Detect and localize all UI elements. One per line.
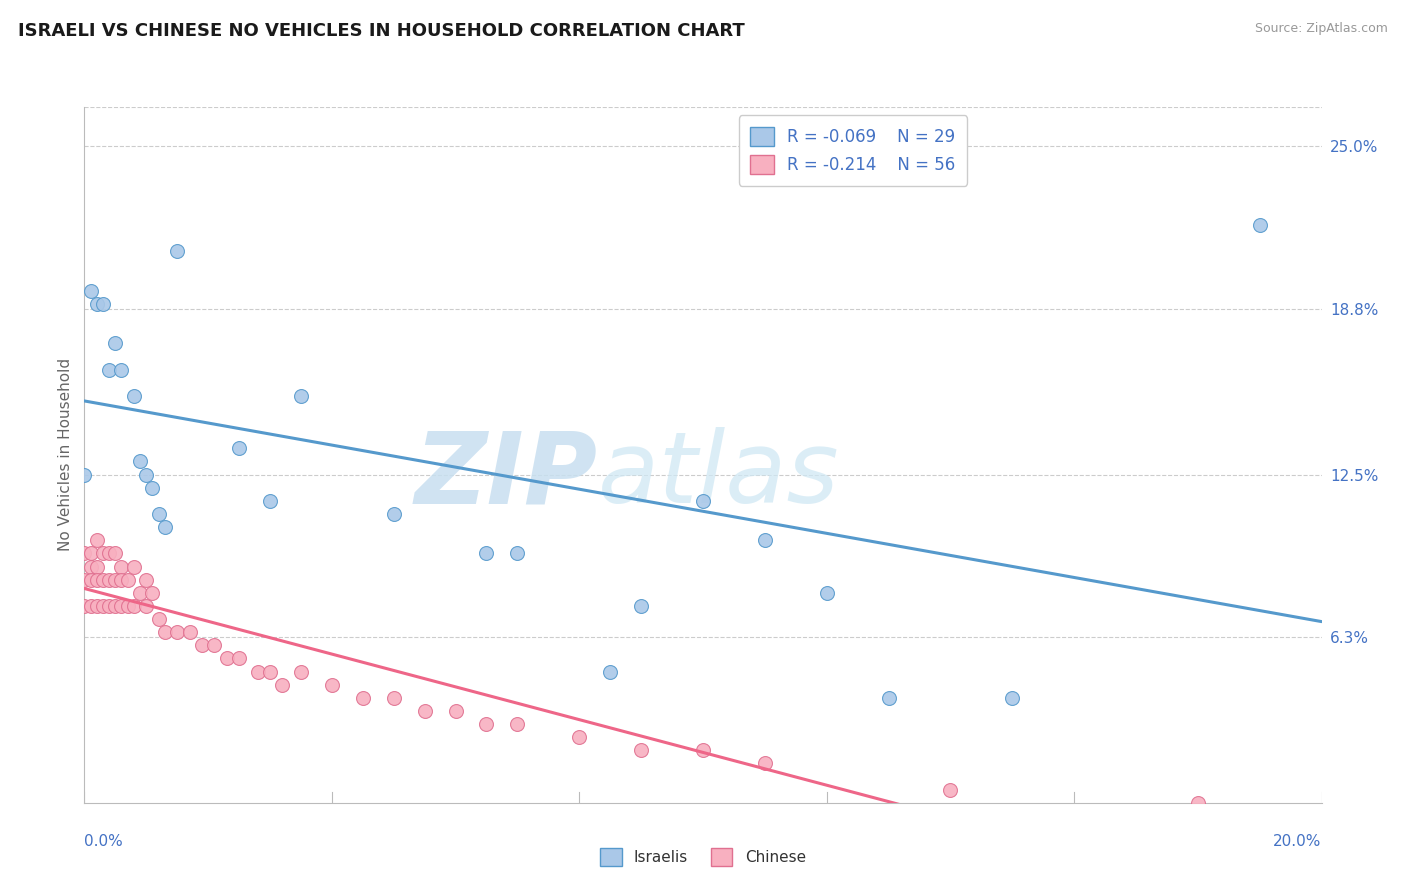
Point [110, 362, 132, 376]
Point [215, 651, 238, 665]
Point [630, 599, 652, 613]
Point [382, 507, 405, 521]
Point [246, 665, 269, 679]
Point [877, 690, 900, 705]
Point [110, 559, 132, 574]
Point [568, 730, 591, 744]
Point [129, 586, 152, 600]
Point [104, 546, 127, 560]
Point [815, 586, 838, 600]
Point [153, 520, 176, 534]
Point [141, 586, 163, 600]
Point [91, 599, 114, 613]
Point [73, 546, 96, 560]
Point [86, 533, 108, 548]
Y-axis label: No Vehicles in Household: No Vehicles in Household [58, 359, 73, 551]
Point [1249, 218, 1271, 232]
Point [86, 559, 108, 574]
Point [382, 690, 405, 705]
Point [79, 573, 101, 587]
Point [79, 546, 101, 560]
Point [754, 533, 776, 548]
Point [135, 573, 157, 587]
Point [444, 704, 467, 718]
Point [228, 442, 250, 456]
Point [271, 678, 294, 692]
Point [73, 599, 96, 613]
Point [122, 389, 145, 403]
Point [117, 599, 139, 613]
Point [104, 573, 127, 587]
Point [98, 599, 121, 613]
Point [1187, 796, 1209, 810]
Point [91, 573, 114, 587]
Point [506, 717, 529, 731]
Point [692, 494, 714, 508]
Legend: Israelis, Chinese: Israelis, Chinese [595, 842, 811, 871]
Text: atlas: atlas [598, 427, 839, 524]
Point [135, 467, 157, 482]
Point [86, 599, 108, 613]
Point [475, 717, 498, 731]
Text: 0.0%: 0.0% [84, 834, 124, 849]
Point [259, 665, 281, 679]
Point [202, 638, 225, 652]
Point [141, 481, 163, 495]
Text: ZIP: ZIP [415, 427, 598, 524]
Point [506, 546, 529, 560]
Point [321, 678, 343, 692]
Point [104, 599, 127, 613]
Point [79, 284, 101, 298]
Point [179, 625, 201, 640]
Point [104, 336, 127, 351]
Point [122, 599, 145, 613]
Point [122, 559, 145, 574]
Point [86, 297, 108, 311]
Point [73, 467, 96, 482]
Point [599, 665, 621, 679]
Point [73, 573, 96, 587]
Point [79, 599, 101, 613]
Point [475, 546, 498, 560]
Point [98, 573, 121, 587]
Point [166, 625, 188, 640]
Point [191, 638, 214, 652]
Point [290, 665, 312, 679]
Point [91, 297, 114, 311]
Point [290, 389, 312, 403]
Point [110, 573, 132, 587]
Point [166, 244, 188, 259]
Point [110, 599, 132, 613]
Point [148, 612, 170, 626]
Point [153, 625, 176, 640]
Point [117, 573, 139, 587]
Text: Source: ZipAtlas.com: Source: ZipAtlas.com [1254, 22, 1388, 36]
Point [413, 704, 436, 718]
Point [259, 494, 281, 508]
Point [352, 690, 374, 705]
Text: ISRAELI VS CHINESE NO VEHICLES IN HOUSEHOLD CORRELATION CHART: ISRAELI VS CHINESE NO VEHICLES IN HOUSEH… [18, 22, 745, 40]
Point [98, 362, 121, 376]
Point [228, 651, 250, 665]
Point [148, 507, 170, 521]
Point [1001, 690, 1024, 705]
Text: 20.0%: 20.0% [1274, 834, 1322, 849]
Point [79, 559, 101, 574]
Point [939, 782, 962, 797]
Point [129, 454, 152, 468]
Point [86, 573, 108, 587]
Point [135, 599, 157, 613]
Point [321, 87, 343, 101]
Point [630, 743, 652, 757]
Point [91, 546, 114, 560]
Point [98, 546, 121, 560]
Point [692, 743, 714, 757]
Point [754, 756, 776, 771]
